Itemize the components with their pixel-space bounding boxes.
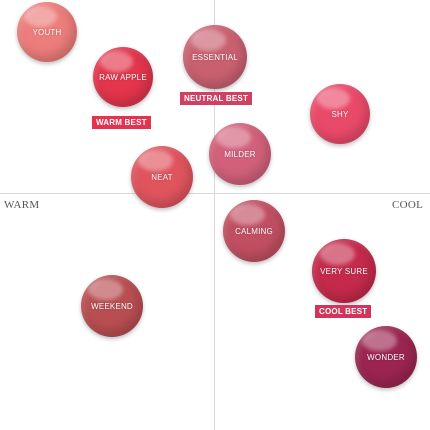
badge-neutral-best: NEUTRAL BEST	[180, 92, 253, 105]
badge-cool-best: COOL BEST	[315, 305, 372, 318]
swatch-label: CALMING	[235, 226, 273, 236]
swatch-milder[interactable]: MILDER	[209, 123, 271, 185]
swatch-weekend[interactable]: WEEKEND	[81, 275, 143, 337]
swatch-neat[interactable]: NEAT	[131, 146, 193, 208]
swatch-youth[interactable]: YOUTH	[17, 2, 77, 62]
swatch-label: MILDER	[224, 149, 256, 159]
swatch-essential[interactable]: ESSENTIAL	[183, 25, 247, 89]
swatch-label: ESSENTIAL	[192, 52, 238, 62]
badge-warm-best: WARM BEST	[92, 116, 151, 129]
swatch-raw-apple[interactable]: RAW APPLE	[93, 47, 153, 107]
badge-label: WARM BEST	[96, 118, 147, 127]
swatch-label: VERY SURE	[320, 266, 368, 276]
swatch-label: RAW APPLE	[99, 72, 147, 82]
axis-label-warm: WARM	[4, 199, 40, 211]
swatch-label: WEEKEND	[91, 301, 133, 311]
swatch-label: SHY	[331, 109, 349, 119]
vertical-axis	[214, 0, 215, 430]
swatch-very-sure[interactable]: VERY SURE	[312, 239, 376, 303]
swatch-shy[interactable]: SHY	[310, 84, 370, 144]
badge-label: NEUTRAL BEST	[184, 94, 249, 103]
swatch-label: YOUTH	[32, 27, 62, 37]
badge-label: COOL BEST	[319, 307, 368, 316]
horizontal-axis	[0, 193, 430, 194]
axis-label-cool: COOL	[392, 199, 424, 211]
swatch-label: NEAT	[151, 172, 173, 182]
swatch-calming[interactable]: CALMING	[223, 200, 285, 262]
swatch-wonder[interactable]: WONDER	[355, 326, 417, 388]
swatch-label: WONDER	[367, 352, 405, 362]
